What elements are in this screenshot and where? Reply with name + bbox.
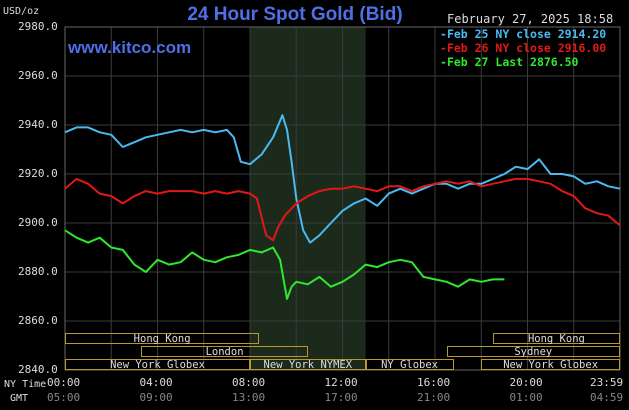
- x-tick-label-gmt: 09:00: [139, 391, 173, 404]
- legend-item-feb27: -Feb 27 Last 2876.50: [440, 55, 579, 69]
- y-tick-label: 2920.0: [18, 167, 58, 180]
- x-tick-label-ny: 16:00: [417, 376, 451, 389]
- market-session-sydney: Sydney: [446, 346, 620, 358]
- legend-label-feb25: Feb 25 NY close 2914.20: [446, 27, 607, 41]
- market-session-new-york-globex: New York Globex: [481, 359, 620, 371]
- x-tick-label-gmt: 04:59: [590, 391, 624, 404]
- x-tick-label-gmt: 05:00: [47, 391, 81, 404]
- market-session-hong-kong: Hong Kong: [492, 333, 620, 345]
- y-tick-label: 2840.0: [18, 363, 58, 376]
- nymex-session-shade: [250, 27, 366, 370]
- x-tick-label-gmt: 21:00: [417, 391, 451, 404]
- gmt-label: GMT: [10, 393, 29, 404]
- plot-frame: [64, 26, 621, 371]
- market-session-hong-kong: Hong Kong: [65, 333, 260, 345]
- y-tick-label: 2880.0: [18, 265, 58, 278]
- x-tick-label-ny: 23:59: [590, 376, 624, 389]
- y-tick-label: 2860.0: [18, 314, 58, 327]
- x-tick-label-ny: 00:00: [47, 376, 81, 389]
- market-session-new-york-nymex: New York NYMEX: [250, 359, 366, 371]
- market-session-ny-globex: NY Globex: [365, 359, 454, 371]
- legend-item-feb25: -Feb 25 NY close 2914.20: [440, 27, 607, 41]
- legend-item-feb26: -Feb 26 NY close 2916.00: [440, 41, 607, 55]
- x-tick-label-gmt: 17:00: [324, 391, 358, 404]
- legend-label-feb26: Feb 26 NY close 2916.00: [446, 41, 607, 55]
- website-link[interactable]: www.kitco.com: [68, 38, 192, 57]
- series-line-1: [64, 177, 621, 242]
- x-tick-label-gmt: 13:00: [232, 391, 266, 404]
- chart-timestamp: February 27, 2025 18:58: [447, 12, 614, 26]
- x-tick-label-ny: 04:00: [139, 376, 173, 389]
- x-tick-label-ny: 12:00: [324, 376, 358, 389]
- y-tick-label: 2960.0: [18, 69, 58, 82]
- y-tick-label: 2900.0: [18, 216, 58, 229]
- ny-time-label: NY Time: [4, 379, 47, 390]
- x-tick-label-gmt: 01:00: [509, 391, 543, 404]
- x-tick-label-ny: 08:00: [232, 376, 266, 389]
- legend-label-feb27: Feb 27 Last 2876.50: [446, 55, 579, 69]
- x-tick-label-ny: 20:00: [509, 376, 543, 389]
- series-line-0: [64, 114, 621, 244]
- market-session-london: London: [141, 346, 308, 358]
- legend: -Feb 25 NY close 2914.20 -Feb 26 NY clos…: [440, 27, 606, 69]
- chart-title: 24 Hour Spot Gold (Bid): [187, 4, 403, 25]
- y-tick-label: 2940.0: [18, 118, 58, 131]
- market-session-new-york-globex: New York Globex: [65, 359, 250, 371]
- y-axis-label: USD/oz: [3, 6, 40, 17]
- y-tick-label: 2980.0: [18, 20, 58, 33]
- series-line-2: [64, 229, 505, 300]
